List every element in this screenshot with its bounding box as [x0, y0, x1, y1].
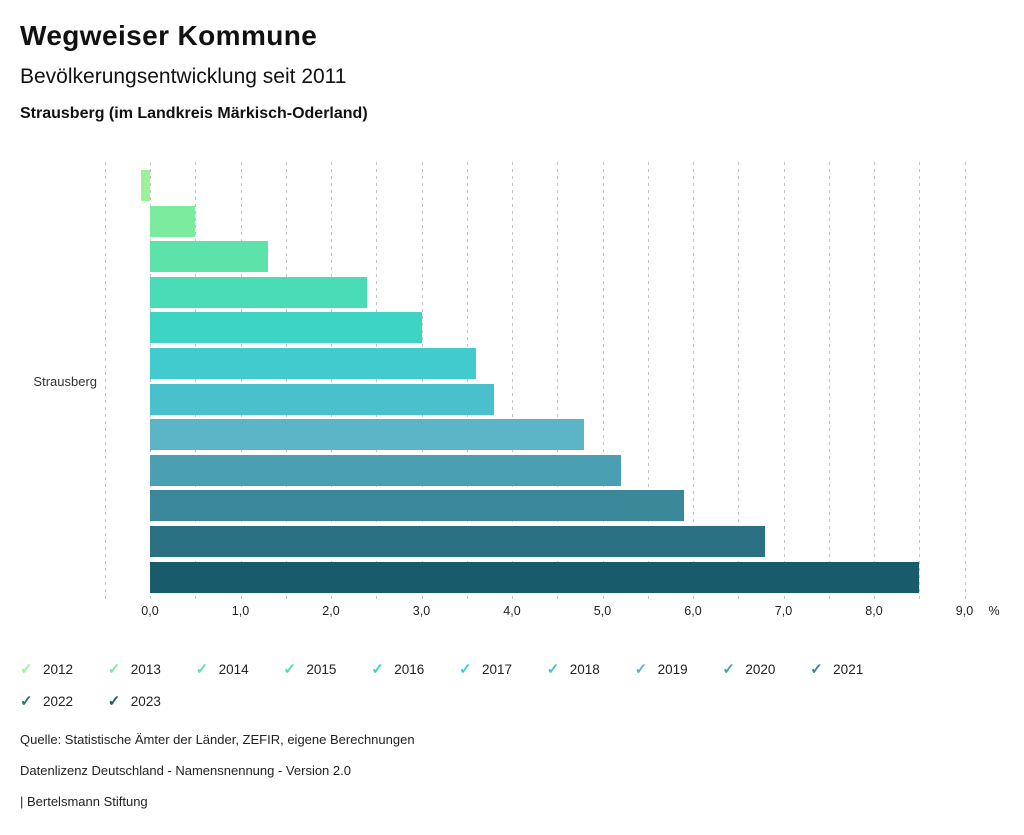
source-note: Quelle: Statistische Ämter der Länder, Z… — [20, 732, 415, 747]
gridline — [466, 162, 468, 603]
x-tick-label: 5,0 — [593, 604, 612, 618]
bar-2020[interactable] — [150, 454, 621, 486]
bar-2015[interactable] — [150, 276, 368, 308]
x-axis: 0,0 1,0 2,0 3,0 4,0 5,0 6,0 7,0 8,0 9,0% — [105, 604, 1024, 622]
bar-2019[interactable] — [150, 419, 585, 451]
legend-year-label: 2012 — [43, 662, 74, 677]
gridline — [602, 162, 604, 603]
chart-title: Bevölkerungsentwicklung seit 2011 — [20, 65, 347, 88]
x-tick-label: 6,0 — [684, 604, 702, 618]
legend-year-label: 2019 — [657, 662, 688, 677]
bar-2013[interactable] — [150, 205, 196, 237]
legend-item-2016[interactable]: ✓ 2016 — [371, 654, 459, 686]
legend-year-label: 2022 — [43, 694, 74, 709]
gridline — [919, 162, 921, 603]
check-icon: ✓ — [458, 661, 472, 678]
gridline — [512, 162, 513, 603]
legend-item-2014[interactable]: ✓ 2014 — [196, 654, 284, 686]
x-tick-label: 0,0 — [141, 604, 159, 618]
bar-2023[interactable] — [150, 561, 920, 593]
check-icon: ✓ — [810, 661, 823, 678]
check-icon: ✓ — [722, 661, 735, 678]
legend-item-2021[interactable]: ✓ 2021 — [810, 654, 898, 686]
gridline — [150, 162, 151, 603]
gridline — [240, 162, 242, 603]
gridline — [331, 162, 332, 603]
gridline — [557, 162, 559, 603]
bar-2018[interactable] — [150, 383, 494, 415]
legend-item-2013[interactable]: ✓ 2013 — [108, 654, 196, 686]
check-icon: ✓ — [20, 693, 33, 710]
legend-year-label: 2013 — [130, 662, 161, 677]
gridline — [376, 162, 378, 603]
legend-year-label: 2018 — [569, 662, 600, 677]
legend-item-2015[interactable]: ✓ 2015 — [283, 654, 371, 686]
check-icon: ✓ — [371, 661, 384, 678]
gridline — [285, 162, 287, 603]
gridline — [693, 162, 694, 603]
legend-item-2017[interactable]: ✓ 2017 — [459, 654, 547, 686]
gridline — [783, 162, 785, 603]
check-icon: ✓ — [107, 693, 121, 710]
page-title: Wegweiser Kommune — [20, 20, 318, 51]
legend-year-label: 2017 — [481, 662, 513, 677]
plot-area — [104, 162, 1010, 603]
region-subtitle: Strausberg (im Landkreis Märkisch-Oderla… — [20, 105, 368, 122]
bar-2016[interactable] — [150, 312, 422, 344]
check-icon: ✓ — [634, 661, 648, 678]
x-tick-label: 2,0 — [322, 604, 340, 618]
legend-item-2019[interactable]: ✓ 2019 — [635, 654, 723, 686]
check-icon: ✓ — [107, 661, 121, 678]
x-tick-label: 7,0 — [774, 604, 793, 618]
legend-year-label: 2015 — [306, 662, 337, 677]
check-icon: ✓ — [283, 661, 296, 678]
bar-2022[interactable] — [150, 526, 766, 557]
legend-year-label: 2014 — [218, 662, 249, 677]
x-tick-label: 4,0 — [503, 604, 521, 618]
check-icon: ✓ — [546, 661, 560, 678]
bar-2017[interactable] — [150, 348, 476, 379]
check-icon: ✓ — [20, 661, 33, 678]
x-tick-label: 8,0 — [865, 604, 883, 618]
footer: Quelle: Statistische Ämter der Länder, Z… — [20, 733, 415, 826]
gridline — [195, 162, 197, 603]
legend-item-2018[interactable]: ✓ 2018 — [547, 654, 635, 686]
x-axis-unit-label: % — [988, 604, 1000, 618]
gridline — [104, 162, 106, 603]
bar-2014[interactable] — [150, 241, 268, 273]
gridline — [647, 162, 649, 603]
gridline — [874, 162, 875, 603]
legend-item-2012[interactable]: ✓ 2012 — [20, 654, 108, 686]
x-tick-label: 1,0 — [231, 604, 250, 618]
legend-item-2023[interactable]: ✓ 2023 — [108, 686, 196, 718]
y-axis-category-label: Strausberg — [33, 374, 97, 389]
legend-item-2020[interactable]: ✓ 2020 — [722, 654, 810, 686]
attribution-note: | Bertelsmann Stiftung — [20, 794, 148, 809]
legend-item-2022[interactable]: ✓ 2022 — [20, 686, 108, 718]
x-tick-label: 9,0 — [955, 604, 974, 618]
bar-2012[interactable] — [140, 170, 150, 201]
gridline — [421, 162, 423, 603]
gridline — [828, 162, 830, 603]
gridline — [738, 162, 740, 603]
header: Wegweiser Kommune Bevölkerungsentwicklun… — [20, 20, 368, 123]
check-icon: ✓ — [195, 661, 209, 678]
legend-year-label: 2016 — [394, 662, 425, 677]
bar-2021[interactable] — [150, 490, 684, 522]
legend: ✓ 2012 ✓ 2013 ✓ 2014 ✓ 2015 ✓ 2016 ✓ 2017 ✓ 2018 ✓ 2019… — [20, 654, 900, 718]
gridline — [964, 162, 966, 603]
x-tick-label: 3,0 — [412, 604, 431, 618]
license-note: Datenlizenz Deutschland - Namensnennung … — [20, 763, 351, 778]
legend-year-label: 2020 — [745, 662, 776, 677]
legend-year-label: 2023 — [130, 694, 161, 709]
legend-year-label: 2021 — [833, 662, 864, 677]
